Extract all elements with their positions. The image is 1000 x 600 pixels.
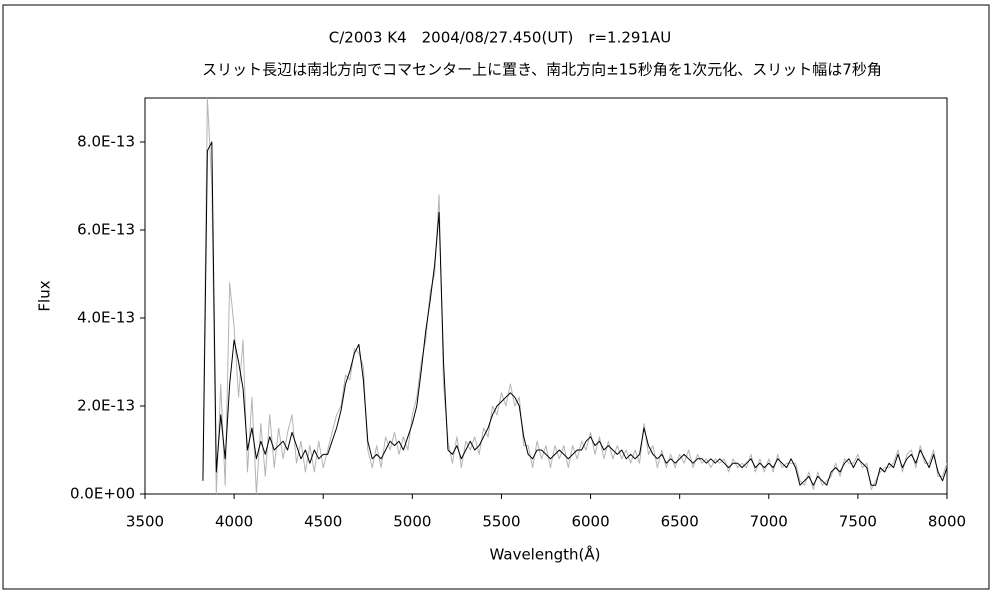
y-tick-label: 4.0E-13 <box>77 309 135 327</box>
y-tick-label: 6.0E-13 <box>77 221 135 239</box>
series-layer <box>202 98 947 494</box>
y-tick-label: 8.0E-13 <box>77 133 135 151</box>
x-axis-label: Wavelength(Å) <box>490 545 601 564</box>
x-tick-label: 7500 <box>839 513 877 531</box>
y-tick-label: 2.0E-13 <box>77 397 135 415</box>
x-tick-label: 4500 <box>304 513 342 531</box>
x-tick-label: 4000 <box>215 513 253 531</box>
x-tick-label: 5500 <box>482 513 520 531</box>
chart-subtitle: スリット長辺は南北方向でコマセンター上に置き、南北方向±15秒角を1次元化、スリ… <box>202 61 882 79</box>
x-tick-label: 5000 <box>393 513 431 531</box>
x-tick-label: 7000 <box>750 513 788 531</box>
x-tick-label: 8000 <box>928 513 966 531</box>
y-tick-label: 0.0E+00 <box>70 485 135 503</box>
chart-title: C/2003 K4 2004/08/27.450(UT) r=1.291AU <box>329 29 671 47</box>
x-tick-label: 6000 <box>571 513 609 531</box>
plot-area <box>144 97 948 495</box>
spectrum-line <box>202 141 947 486</box>
x-tick-label: 3500 <box>126 513 164 531</box>
x-tick-label: 6500 <box>661 513 699 531</box>
y-axis-label: Flux <box>36 280 54 311</box>
